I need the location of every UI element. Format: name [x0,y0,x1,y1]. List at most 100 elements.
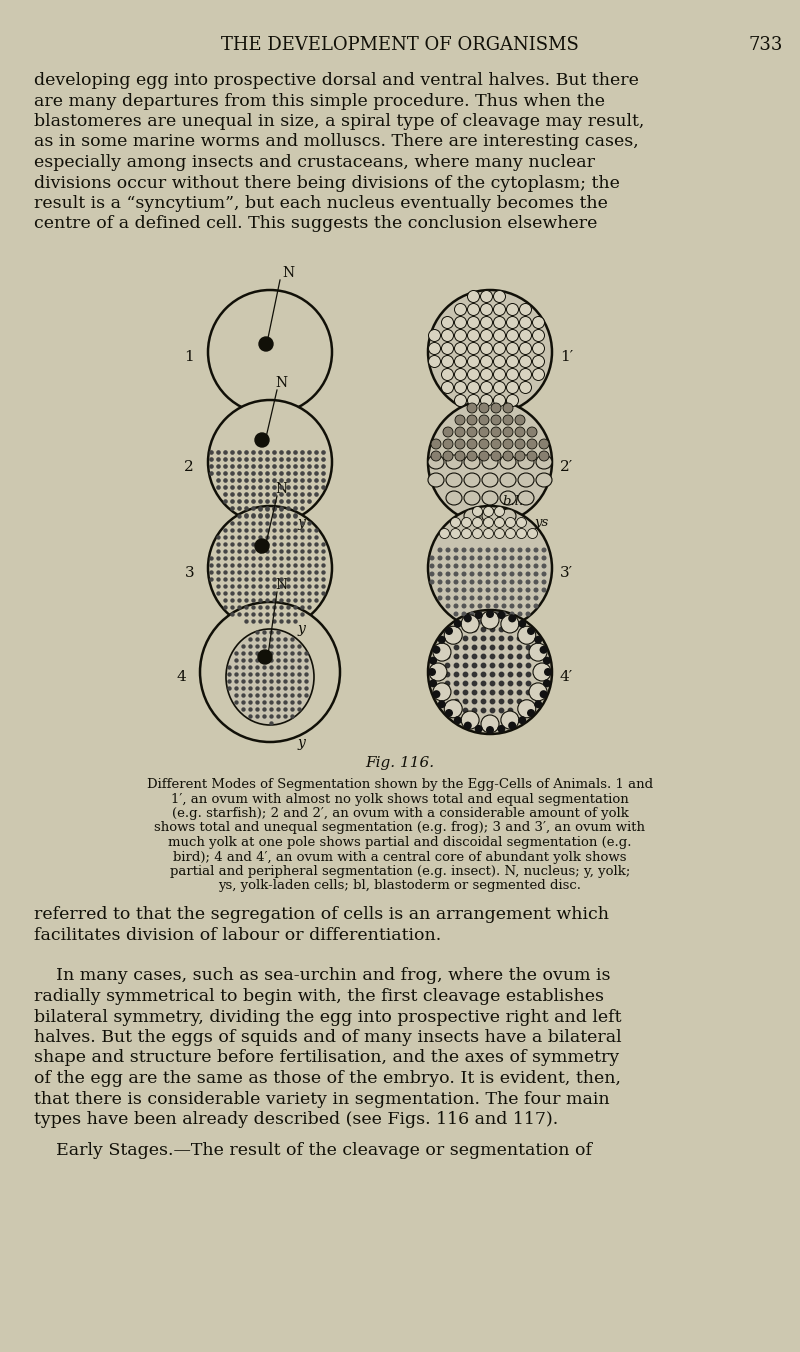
Circle shape [470,580,474,584]
Circle shape [231,458,234,461]
Circle shape [518,619,526,627]
Circle shape [534,700,542,708]
Text: bird); 4 and 4′, an ovum with a central core of abundant yolk shows: bird); 4 and 4′, an ovum with a central … [174,850,626,864]
Circle shape [287,465,290,468]
Circle shape [284,694,287,698]
Circle shape [280,599,283,602]
Circle shape [539,690,547,698]
Circle shape [490,627,494,631]
Circle shape [534,596,538,600]
Circle shape [463,654,468,658]
Circle shape [518,564,522,568]
Circle shape [294,472,297,475]
Circle shape [308,550,311,553]
Circle shape [490,691,494,695]
Circle shape [438,596,442,600]
Text: as in some marine worms and molluscs. There are interesting cases,: as in some marine worms and molluscs. Th… [34,134,638,150]
Circle shape [259,571,262,575]
Circle shape [263,700,266,704]
Circle shape [256,631,259,634]
Circle shape [238,564,241,566]
Ellipse shape [491,427,501,437]
Circle shape [518,700,536,718]
Ellipse shape [517,529,526,538]
Circle shape [518,626,536,645]
Circle shape [301,507,304,510]
Circle shape [454,691,458,695]
Circle shape [252,599,255,602]
Circle shape [291,638,294,641]
Circle shape [266,472,269,475]
Circle shape [256,700,259,704]
Circle shape [526,588,530,592]
Circle shape [430,572,434,576]
Ellipse shape [515,415,525,425]
Circle shape [542,548,546,552]
Circle shape [308,592,311,595]
Circle shape [224,500,227,503]
Ellipse shape [442,369,454,380]
Circle shape [518,548,522,552]
Circle shape [277,638,280,641]
Circle shape [462,621,466,623]
Ellipse shape [467,369,479,380]
Ellipse shape [500,473,516,487]
Circle shape [462,612,466,615]
Circle shape [294,535,297,539]
Circle shape [231,493,234,496]
Circle shape [284,700,287,704]
Circle shape [499,708,504,713]
Circle shape [490,672,494,677]
Circle shape [461,711,479,729]
Circle shape [252,458,255,461]
Circle shape [478,621,482,623]
Circle shape [224,550,227,553]
Circle shape [255,433,269,448]
Circle shape [245,571,248,575]
Circle shape [231,599,234,602]
Circle shape [486,548,490,552]
Circle shape [308,579,311,581]
Circle shape [494,580,498,584]
Circle shape [543,679,551,687]
Circle shape [280,550,283,553]
Circle shape [277,667,280,669]
Circle shape [249,694,252,698]
Circle shape [273,465,276,468]
Circle shape [280,515,283,518]
Circle shape [526,664,530,668]
Circle shape [315,585,318,588]
Circle shape [259,522,262,525]
Circle shape [259,612,262,617]
Circle shape [231,507,234,510]
Circle shape [462,556,466,560]
Circle shape [542,564,546,568]
Circle shape [245,515,248,518]
Circle shape [542,556,546,560]
Circle shape [277,715,280,718]
Ellipse shape [467,415,477,425]
Circle shape [454,619,462,627]
Circle shape [231,585,234,588]
Circle shape [315,465,318,468]
Ellipse shape [518,456,534,469]
Ellipse shape [500,491,516,506]
Circle shape [231,535,234,539]
Circle shape [315,571,318,575]
Circle shape [256,652,259,654]
Ellipse shape [479,439,489,449]
Circle shape [280,514,283,516]
Circle shape [454,548,458,552]
Circle shape [534,572,538,576]
Ellipse shape [450,529,461,538]
Circle shape [518,596,522,600]
Circle shape [508,664,513,668]
Ellipse shape [491,439,501,449]
Circle shape [322,544,325,546]
Circle shape [508,722,516,730]
Ellipse shape [494,291,506,303]
Circle shape [263,687,266,690]
Circle shape [266,465,269,468]
Circle shape [252,571,255,575]
Circle shape [454,572,458,576]
